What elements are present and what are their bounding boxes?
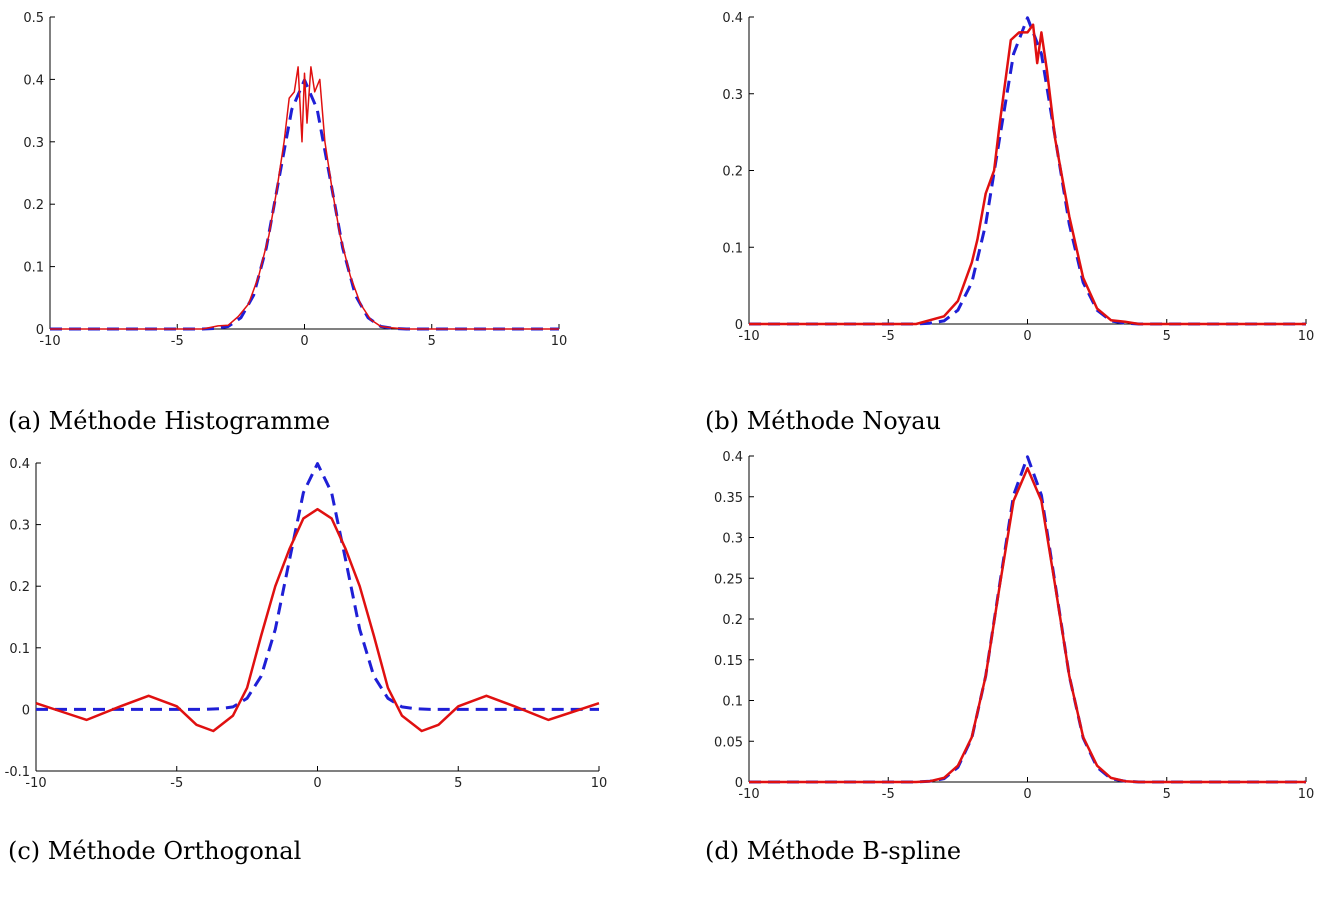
x-tick-label: -10	[39, 334, 60, 349]
x-tick-label: -10	[25, 776, 46, 791]
y-tick-label: 0.2	[722, 613, 743, 628]
y-tick-label: 0.2	[9, 580, 30, 595]
y-tick-label: 0.3	[9, 519, 30, 534]
y-tick-label: 0.3	[722, 88, 743, 103]
x-tick-label: 5	[1163, 329, 1171, 344]
y-tick-label: 0	[735, 776, 743, 791]
y-tick-label: 0.5	[23, 11, 44, 26]
x-tick-label: -10	[738, 787, 759, 802]
estimate-line	[50, 66, 559, 330]
x-tick-label: 5	[454, 776, 462, 791]
y-tick-label: 0.4	[9, 457, 30, 472]
x-tick-label: -5	[170, 776, 183, 791]
x-tick-label: 0	[300, 334, 308, 349]
chart-panel-b: -10 -5 0 5 10 0 0.1 0.2 0.3 0.4	[722, 11, 1314, 344]
x-tick-label: -5	[882, 329, 895, 344]
x-tick-label: 10	[551, 334, 568, 349]
caption-noyau: (b) Méthode Noyau	[705, 407, 942, 435]
y-tick-label: 0.15	[714, 654, 743, 669]
x-tick-label: 0	[1023, 787, 1031, 802]
y-tick-label: 0.1	[9, 642, 30, 657]
y-tick-label: 0.4	[722, 11, 743, 26]
x-tick-label: -10	[738, 329, 759, 344]
true-density-line	[749, 455, 1306, 784]
x-tick-label: 10	[1298, 329, 1315, 344]
x-tick-label: -5	[171, 334, 184, 349]
y-tick-label: 0.3	[722, 532, 743, 547]
true-density-line	[50, 78, 559, 331]
estimate-line	[749, 466, 1306, 784]
x-tick-label: 0	[1023, 329, 1031, 344]
x-tick-label: 10	[1298, 787, 1315, 802]
caption-orthogonal: (c) Méthode Orthogonal	[8, 837, 302, 865]
y-tick-label: -0.1	[5, 765, 30, 780]
y-tick-label: 0.25	[714, 572, 743, 587]
x-tick-label: 5	[428, 334, 436, 349]
y-tick-label: 0.4	[23, 73, 44, 88]
chart-panel-c: -10 -5 0 5 10 -0.1 0 0.1 0.2 0.3 0.4	[5, 457, 608, 791]
y-tick-label: 0.2	[722, 165, 743, 180]
y-tick-label: 0.05	[714, 735, 743, 750]
x-tick-label: 5	[1163, 787, 1171, 802]
y-tick-label: 0.35	[714, 491, 743, 506]
y-tick-label: 0	[735, 318, 743, 333]
caption-histogramme: (a) Méthode Histogramme	[8, 407, 331, 435]
caption-b-spline: (d) Méthode B-spline	[705, 837, 962, 865]
x-tick-label: 0	[313, 776, 321, 791]
true-density-line	[749, 16, 1306, 326]
chart-panel-a: -10 -5 0 5 10 0 0.1 0.2 0.3 0.4 0.5	[23, 11, 567, 349]
x-tick-label: 10	[591, 776, 608, 791]
true-density-line	[36, 462, 599, 711]
chart-panel-d: -10 -5 0 5 10 0 0.05 0.1 0.15 0.2 0.25 0.3 0.35 0.4	[714, 450, 1314, 802]
y-tick-label: 0.4	[722, 450, 743, 465]
y-tick-label: 0	[36, 323, 44, 338]
y-tick-label: 0.1	[722, 695, 743, 710]
x-tick-label: -5	[882, 787, 895, 802]
y-tick-label: 0.1	[722, 241, 743, 256]
y-tick-label: 0.2	[23, 198, 44, 213]
y-tick-label: 0	[22, 703, 30, 718]
y-tick-label: 0.3	[23, 136, 44, 151]
y-tick-label: 0.1	[23, 261, 44, 276]
estimate-line	[749, 23, 1306, 326]
estimate-line	[35, 507, 600, 733]
